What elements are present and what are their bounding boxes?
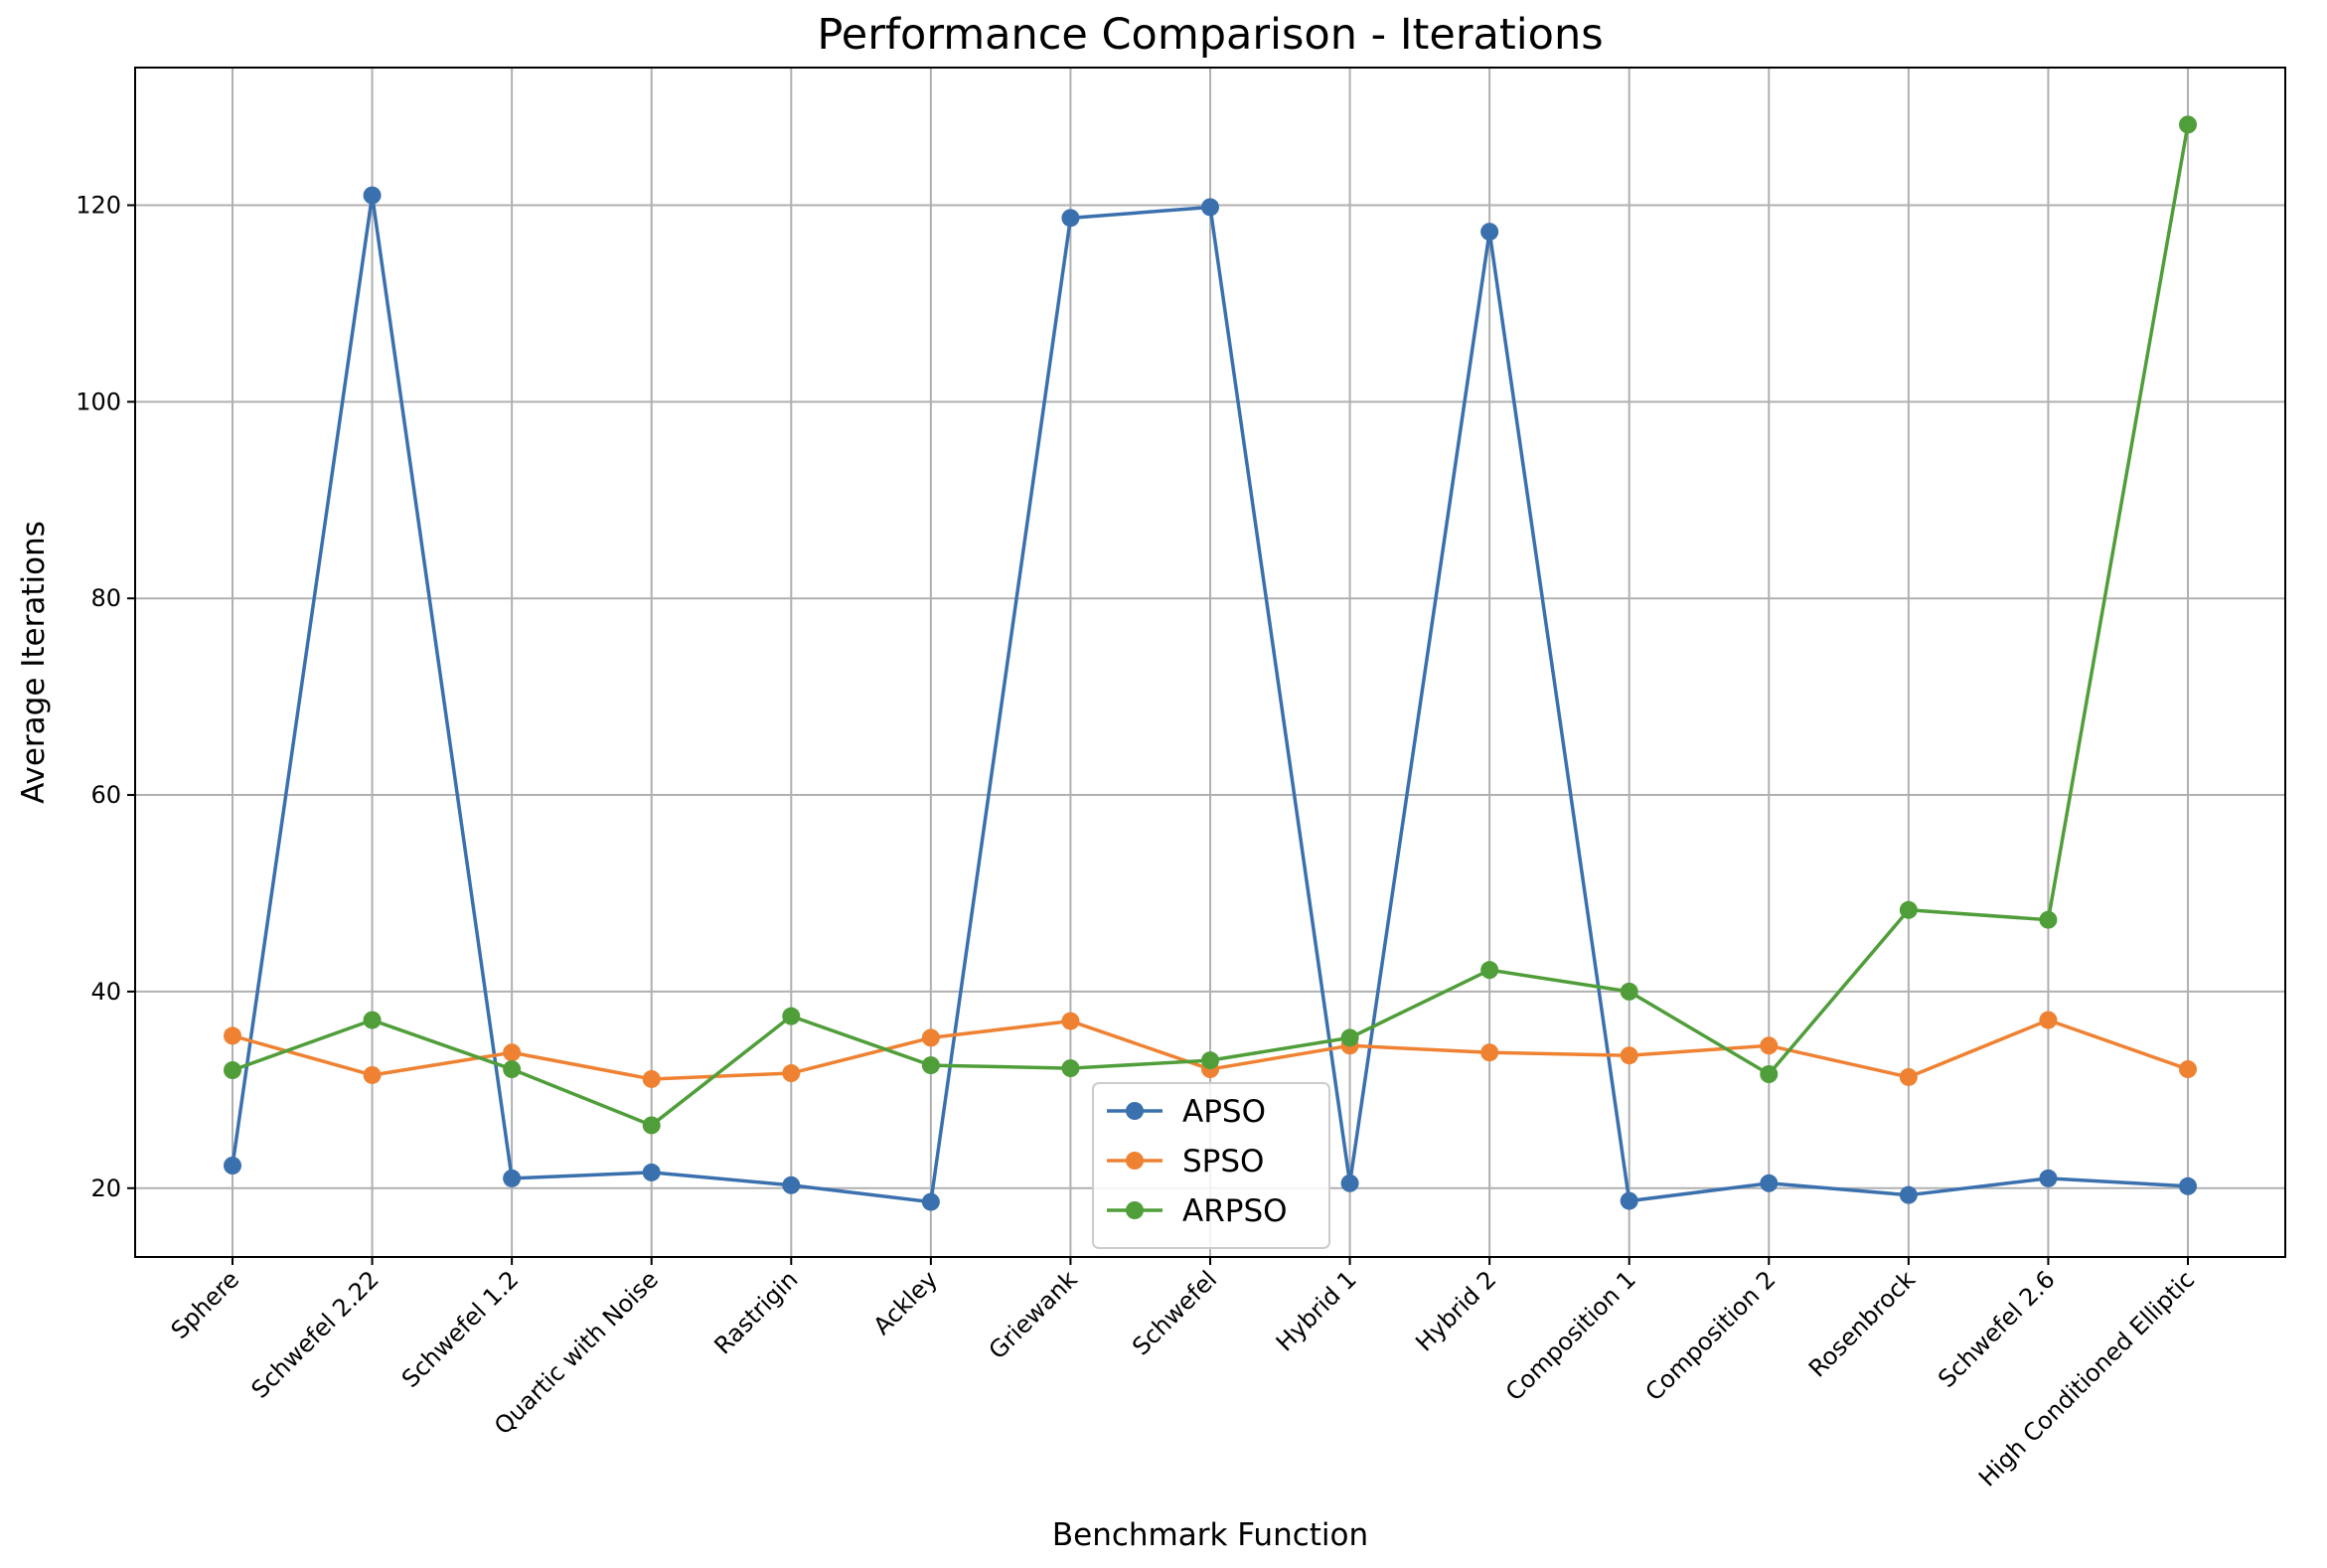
data-point-apso xyxy=(2179,1176,2197,1195)
data-point-apso xyxy=(1340,1174,1359,1192)
data-point-spso xyxy=(1480,1043,1499,1062)
data-point-arpso xyxy=(1620,982,1638,1001)
data-point-spso xyxy=(642,1069,661,1088)
legend-label-apso: APSO xyxy=(1182,1094,1266,1130)
data-point-apso xyxy=(2039,1169,2058,1187)
data-point-apso xyxy=(1620,1191,1638,1210)
data-point-spso xyxy=(921,1028,940,1047)
data-point-apso xyxy=(642,1163,661,1181)
y-tick-label: 80 xyxy=(90,584,121,612)
data-point-apso xyxy=(503,1169,522,1187)
series-arpso xyxy=(224,115,2197,1135)
data-point-spso xyxy=(1620,1046,1638,1065)
legend: APSO SPSO ARPSO xyxy=(1092,1082,1330,1249)
legend-box xyxy=(1092,1082,1330,1249)
data-point-arpso xyxy=(1760,1064,1779,1083)
y-axis-ticks: 20 40 60 80 100 120 xyxy=(76,191,135,1202)
data-point-apso xyxy=(1480,223,1499,241)
data-point-apso xyxy=(921,1192,940,1211)
data-point-apso xyxy=(1760,1174,1779,1192)
data-point-spso xyxy=(1061,1012,1080,1030)
data-point-arpso xyxy=(224,1061,241,1080)
data-point-arpso xyxy=(782,1007,801,1025)
y-tick-label: 40 xyxy=(90,978,121,1006)
data-point-spso xyxy=(2039,1011,2058,1029)
data-point-spso xyxy=(363,1065,382,1084)
data-point-apso xyxy=(363,186,382,205)
data-point-spso xyxy=(224,1026,241,1045)
legend-marker-spso xyxy=(1126,1152,1144,1170)
data-point-arpso xyxy=(921,1056,940,1075)
data-point-apso xyxy=(1201,198,1219,217)
legend-item-arpso: ARPSO xyxy=(1107,1193,1288,1229)
y-tick-label: 20 xyxy=(90,1175,121,1202)
series-apso xyxy=(224,186,2197,1211)
legend-item-spso: SPSO xyxy=(1107,1144,1264,1179)
data-point-arpso xyxy=(1061,1059,1080,1078)
y-tick-label: 120 xyxy=(76,191,121,219)
legend-label-arpso: ARPSO xyxy=(1182,1193,1288,1229)
legend-marker-arpso xyxy=(1126,1201,1144,1219)
data-point-arpso xyxy=(1201,1051,1219,1070)
y-tick-label: 60 xyxy=(90,781,121,809)
legend-item-apso: APSO xyxy=(1107,1094,1266,1130)
data-point-spso xyxy=(2179,1060,2197,1079)
y-axis-title: Average Iterations xyxy=(16,521,52,804)
data-point-spso xyxy=(503,1043,522,1062)
data-point-arpso xyxy=(2039,910,2058,929)
legend-label-spso: SPSO xyxy=(1182,1144,1264,1179)
data-point-arpso xyxy=(1899,900,1918,919)
data-point-arpso xyxy=(503,1060,522,1079)
series-group xyxy=(224,115,2197,1211)
data-point-arpso xyxy=(1480,961,1499,980)
y-tick-label: 100 xyxy=(76,388,121,415)
data-point-arpso xyxy=(1340,1028,1359,1047)
data-point-spso xyxy=(1760,1036,1779,1055)
data-point-spso xyxy=(782,1064,801,1083)
chart-title: Performance Comparison - Iterations xyxy=(817,10,1603,60)
data-point-arpso xyxy=(363,1011,382,1029)
data-point-apso xyxy=(224,1156,241,1175)
data-point-arpso xyxy=(642,1116,661,1135)
data-point-apso xyxy=(782,1176,801,1194)
legend-marker-apso xyxy=(1126,1102,1144,1120)
data-point-spso xyxy=(1899,1067,1918,1086)
plot-frame xyxy=(134,67,2286,1258)
x-axis-title: Benchmark Function xyxy=(1052,1517,1368,1553)
data-point-apso xyxy=(1061,209,1080,228)
data-point-arpso xyxy=(2179,115,2197,134)
data-point-apso xyxy=(1899,1185,1918,1204)
